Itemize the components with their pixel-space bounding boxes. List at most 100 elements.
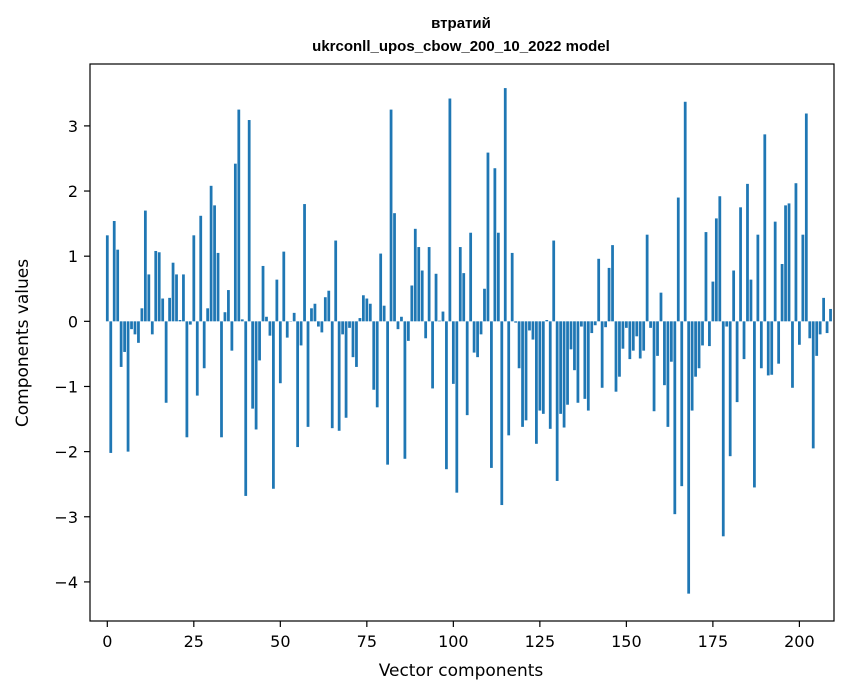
bar-22 bbox=[182, 274, 185, 322]
x-tick-label: 175 bbox=[698, 632, 729, 651]
bar-36 bbox=[230, 321, 234, 351]
bar-41 bbox=[247, 120, 251, 322]
bar-46 bbox=[265, 316, 268, 322]
bar-145 bbox=[607, 267, 611, 322]
bar-117 bbox=[510, 252, 514, 322]
bar-180 bbox=[728, 321, 732, 457]
bar-5 bbox=[123, 321, 126, 352]
bar-26 bbox=[195, 321, 199, 396]
chart-title-line2: ukrconll_upos_cbow_200_10_2022 model bbox=[312, 38, 610, 55]
y-axis-label: Components values bbox=[13, 259, 33, 427]
bar-121 bbox=[524, 321, 528, 421]
bar-2 bbox=[112, 221, 116, 322]
bar-66 bbox=[334, 240, 338, 322]
bar-126 bbox=[541, 321, 545, 414]
bar-154 bbox=[638, 321, 642, 359]
bar-58 bbox=[306, 321, 310, 427]
bar-1 bbox=[109, 321, 113, 453]
bar-3 bbox=[116, 249, 120, 322]
bar-139 bbox=[586, 321, 590, 411]
bar-141 bbox=[593, 321, 597, 326]
bar-133 bbox=[566, 321, 569, 405]
bar-120 bbox=[521, 321, 524, 427]
bar-174 bbox=[708, 321, 711, 347]
bar-47 bbox=[268, 321, 272, 336]
bar-124 bbox=[535, 321, 538, 444]
bar-146 bbox=[611, 245, 614, 322]
bar-194 bbox=[777, 321, 781, 364]
bar-150 bbox=[624, 321, 628, 328]
bar-123 bbox=[531, 321, 535, 340]
bar-48 bbox=[272, 321, 275, 489]
bar-30 bbox=[209, 185, 213, 322]
bar-192 bbox=[770, 321, 774, 375]
bar-165 bbox=[676, 197, 680, 322]
bar-119 bbox=[517, 321, 521, 369]
bar-18 bbox=[168, 297, 171, 322]
bar-81 bbox=[386, 321, 389, 465]
y-tick-label: 0 bbox=[68, 312, 78, 331]
bar-10 bbox=[140, 308, 144, 322]
bar-205 bbox=[815, 321, 819, 356]
plot-frame bbox=[89, 63, 835, 622]
bar-100 bbox=[451, 321, 455, 384]
bar-56 bbox=[299, 321, 303, 346]
x-tick-label: 150 bbox=[611, 632, 642, 651]
y-tick-label: −1 bbox=[54, 377, 78, 396]
bar-31 bbox=[213, 205, 216, 322]
bar-193 bbox=[773, 221, 777, 322]
bar-179 bbox=[725, 321, 729, 327]
bar-199 bbox=[794, 183, 798, 322]
bar-111 bbox=[490, 321, 493, 468]
bar-116 bbox=[507, 321, 511, 436]
bar-153 bbox=[635, 321, 639, 337]
bar-83 bbox=[393, 213, 396, 322]
bar-155 bbox=[642, 321, 646, 351]
chart-title-line1: втратий bbox=[431, 15, 491, 32]
bar-143 bbox=[600, 321, 604, 388]
bar-77 bbox=[372, 321, 376, 390]
bar-202 bbox=[804, 113, 808, 322]
bar-118 bbox=[514, 321, 518, 323]
bar-201 bbox=[801, 234, 805, 322]
bar-39 bbox=[240, 319, 244, 322]
bar-208 bbox=[825, 321, 829, 334]
bar-32 bbox=[216, 252, 220, 322]
bar-168 bbox=[687, 321, 691, 594]
bar-34 bbox=[223, 312, 227, 322]
bar-130 bbox=[555, 321, 559, 481]
x-tick-label: 100 bbox=[438, 632, 469, 651]
bar-152 bbox=[631, 321, 635, 351]
bar-72 bbox=[355, 321, 358, 367]
bar-96 bbox=[438, 320, 441, 322]
bar-67 bbox=[337, 321, 341, 431]
bar-68 bbox=[341, 321, 344, 335]
bar-80 bbox=[382, 305, 386, 322]
bar-110 bbox=[486, 152, 490, 322]
bar-161 bbox=[663, 321, 666, 386]
bar-189 bbox=[759, 321, 763, 369]
bar-19 bbox=[171, 262, 175, 322]
bar-57 bbox=[303, 204, 306, 322]
bar-209 bbox=[829, 308, 832, 322]
bar-78 bbox=[375, 321, 379, 408]
bar-24 bbox=[188, 321, 192, 325]
bar-108 bbox=[479, 321, 483, 335]
bar-131 bbox=[559, 321, 563, 414]
x-tick-label: 25 bbox=[184, 632, 204, 651]
bar-90 bbox=[417, 247, 421, 322]
y-tick-label: 3 bbox=[68, 117, 78, 136]
bar-147 bbox=[614, 321, 618, 392]
bar-12 bbox=[147, 274, 151, 322]
bar-204 bbox=[811, 321, 815, 449]
bar-74 bbox=[361, 295, 365, 322]
bar-50 bbox=[278, 321, 282, 384]
bar-136 bbox=[576, 321, 580, 403]
x-tick-label: 0 bbox=[102, 632, 112, 651]
bar-134 bbox=[569, 321, 573, 350]
bar-28 bbox=[202, 321, 206, 369]
bars-group bbox=[105, 88, 832, 594]
bar-138 bbox=[583, 321, 587, 399]
bar-144 bbox=[604, 321, 607, 328]
